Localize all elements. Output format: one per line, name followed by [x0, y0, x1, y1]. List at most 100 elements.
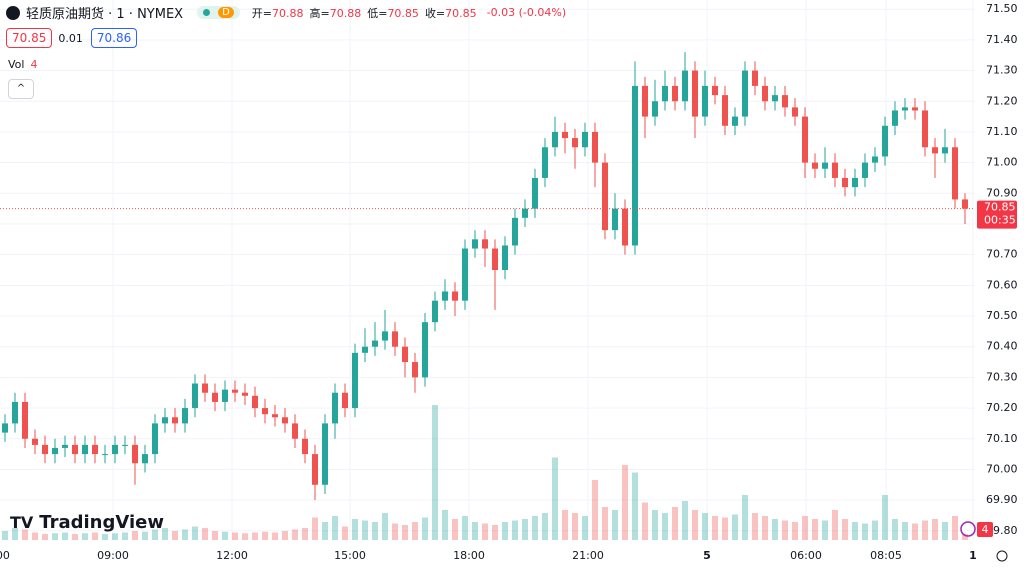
volume-bar	[552, 457, 558, 540]
volume-bar	[2, 531, 8, 540]
candle-body	[312, 454, 318, 485]
ohlc-value: 70.88	[272, 6, 304, 20]
volume-bar	[342, 526, 348, 540]
y-tick-label: 71.50	[986, 2, 1018, 15]
candle-body	[672, 85, 678, 102]
candle-body	[2, 423, 8, 433]
candle-body	[712, 85, 718, 96]
candle-body	[132, 444, 138, 464]
candle-body	[812, 162, 818, 169]
candle-body	[342, 392, 348, 409]
x-tick-label: 18:00	[453, 549, 485, 562]
candle-body	[532, 177, 538, 209]
x-tick-label: 1	[969, 549, 977, 562]
volume-bar	[672, 507, 678, 540]
volume-bar	[712, 516, 718, 540]
x-tick-label: 12:00	[216, 549, 248, 562]
ohlc-label: 收=	[424, 6, 446, 20]
x-tick-label: 5	[703, 549, 711, 562]
candle-body	[922, 110, 928, 148]
volume-bar	[362, 520, 368, 540]
candle-body	[522, 208, 528, 218]
candle-body	[902, 107, 908, 111]
candle-body	[202, 383, 208, 393]
header-row: 轻质原油期货 · 1 · NYMEX D 开=70.88 高=70.88 低=70.…	[6, 3, 566, 22]
candle-body	[212, 392, 218, 402]
settings-icon	[996, 550, 1008, 562]
volume-bar	[312, 517, 318, 540]
volume-bar	[682, 501, 688, 540]
y-tick-label: 71.40	[986, 33, 1018, 46]
symbol-title[interactable]: 轻质原油期货 · 1 · NYMEX	[26, 7, 184, 22]
ohlc-label: 开=	[251, 6, 272, 20]
candle-body	[142, 454, 148, 464]
y-tick-label: 71.30	[986, 64, 1018, 77]
candle-body	[742, 70, 748, 117]
volume-bar	[12, 528, 18, 540]
volume-bar	[22, 529, 28, 540]
candle-body	[482, 239, 488, 249]
volume-bar	[892, 519, 898, 540]
spread: 0.01	[58, 31, 83, 45]
candle-body	[462, 248, 468, 301]
bid-button[interactable]: 70.85	[6, 28, 53, 48]
candle-body	[842, 177, 848, 188]
volume-bar	[162, 528, 168, 540]
candle-body	[232, 389, 238, 393]
candle-body	[562, 131, 568, 139]
volume-bar	[962, 534, 968, 540]
logo-text: TradingView	[39, 512, 164, 533]
volume-bar	[442, 510, 448, 540]
candle-body	[542, 147, 548, 178]
volume-bar	[142, 531, 148, 540]
candle-body	[52, 447, 58, 455]
candle-body	[72, 444, 78, 455]
volume-bar	[882, 495, 888, 540]
volume-bar	[352, 519, 358, 540]
candle-body	[632, 85, 638, 246]
candle-body	[592, 131, 598, 163]
candle-body	[392, 331, 398, 347]
candle-body	[442, 291, 448, 301]
candle-body	[222, 389, 228, 402]
y-tick-label: 71.20	[986, 94, 1018, 107]
candle-body	[802, 116, 808, 163]
candle-body	[42, 444, 48, 455]
volume-bar	[752, 513, 758, 540]
candle-body	[182, 408, 188, 424]
ohlc-legend: 开=70.88 高=70.88 低=70.85 收=70.85	[252, 5, 483, 21]
volume-bar	[392, 523, 398, 540]
volume-bar	[952, 516, 958, 540]
candle-body	[362, 346, 368, 353]
volume-bar	[612, 510, 618, 540]
y-tick-label: 70.10	[986, 432, 1018, 445]
volume-bar	[852, 522, 858, 540]
volume-bar	[782, 520, 788, 540]
volume-bar	[812, 519, 818, 540]
logo-mark: TV	[10, 513, 34, 532]
volume-bar	[652, 510, 658, 540]
volume-bar	[762, 516, 768, 540]
candle-body	[32, 438, 38, 445]
ask-button[interactable]: 70.86	[90, 28, 138, 48]
x-tick-label: 21:00	[572, 549, 604, 562]
candle-body	[612, 208, 618, 231]
volume-bar	[842, 519, 848, 540]
volume-bar	[662, 513, 668, 540]
volume-bar	[572, 513, 578, 540]
volume-badge-box	[977, 522, 993, 537]
candle-body	[352, 352, 358, 409]
volume-bar	[502, 522, 508, 540]
collapse-button[interactable]: ^	[8, 79, 34, 99]
volume-bar	[912, 523, 918, 540]
quote-row: 70.85 0.01 70.86	[6, 28, 143, 48]
candle-body	[262, 408, 268, 415]
x-tick-label: 08:05	[870, 549, 902, 562]
candle-body	[752, 70, 758, 86]
candle-body	[582, 131, 588, 148]
volume-bar	[942, 522, 948, 540]
vol-value: 4	[30, 58, 38, 71]
status-badge: D	[197, 6, 240, 19]
candle-body	[432, 300, 438, 323]
